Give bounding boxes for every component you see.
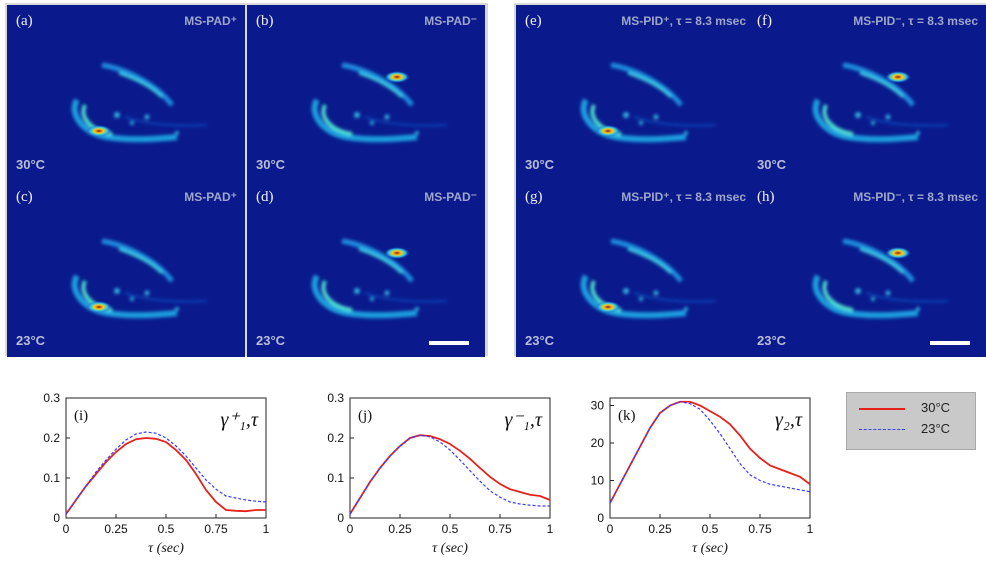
cell-image [812, 62, 949, 143]
panel-label: (b) [256, 13, 274, 29]
x-axis-label: τ (sec) [692, 541, 728, 556]
plot-k: 0 0.25 0.5 0.75 1 0 10 20 30 (k) γ₂,τ τ (sec) [556, 380, 826, 565]
x-tick-label: 0.25 [104, 522, 128, 536]
x-axis-label: τ (sec) [148, 541, 184, 556]
plot-symbol: γ⁻₁,τ [504, 409, 542, 431]
panel-title: MS-PAD⁺ [184, 14, 237, 28]
plot-symbol: γ⁺₁,τ [220, 409, 258, 431]
y-tick-label: 0 [597, 511, 604, 525]
y-tick-label: 0 [337, 511, 344, 525]
x-tick-label: 0.5 [702, 522, 719, 536]
legend-line-23c [859, 429, 905, 430]
cell-image [812, 238, 949, 319]
panel-title: MS-PAD⁺ [184, 190, 237, 204]
series-line-23c [609, 401, 811, 504]
legend-label: 23°C [921, 421, 951, 436]
image-panel: (c) MS-PAD⁺ 23°C [7, 181, 245, 357]
legend-line-30c [859, 408, 905, 410]
plot-j: 0 0.25 0.5 0.75 1 0 0.1 0.2 0.3 (j) γ⁻₁,τ τ (sec) [296, 380, 566, 565]
x-tick-label: 1 [263, 522, 270, 536]
legend-label: 30°C [921, 400, 951, 415]
cell-image [580, 62, 717, 143]
x-tick-label: 0 [63, 522, 70, 536]
cell-image [580, 238, 717, 319]
y-tick-label: 0.3 [327, 391, 344, 405]
legend: 30°C 23°C [846, 392, 976, 450]
plot-axes [349, 397, 551, 519]
cell-image [311, 238, 448, 319]
y-tick-label: 0.2 [327, 431, 344, 445]
panel-title: MS-PID⁻, τ = 8.3 msec [853, 14, 978, 28]
panel-label: (g) [525, 189, 543, 205]
image-panel: (f) MS-PID⁻, τ = 8.3 msec 30°C [748, 5, 986, 181]
plot-symbol: γ₂,τ [775, 409, 803, 431]
plot-panel-label: (k) [618, 408, 636, 424]
x-tick-label: 0 [347, 522, 354, 536]
image-panel: (e) MS-PID⁺, τ = 8.3 msec 30°C [516, 5, 754, 181]
panel-temperature: 23°C [16, 333, 46, 348]
series-line-23c [65, 431, 267, 515]
y-tick-label: 0.1 [43, 471, 60, 485]
scale-bar [429, 341, 469, 345]
cell-image [311, 62, 448, 143]
x-tick-label: 0.5 [442, 522, 459, 536]
y-tick-label: 0 [53, 511, 60, 525]
panel-temperature: 30°C [16, 157, 46, 172]
plot-axes [609, 397, 811, 519]
image-panel: (d) MS-PAD⁻ 23°C [247, 181, 485, 357]
panel-temperature: 30°C [757, 157, 787, 172]
y-tick-label: 0.2 [43, 431, 60, 445]
panel-title: MS-PID⁻, τ = 8.3 msec [853, 190, 978, 204]
plot-panel-label: (i) [74, 408, 88, 424]
panel-label: (h) [757, 189, 775, 205]
panel-label: (f) [757, 13, 772, 29]
panel-title: MS-PAD⁻ [424, 190, 477, 204]
x-tick-label: 0.75 [748, 522, 772, 536]
panel-temperature: 30°C [256, 157, 286, 172]
y-tick-label: 20 [591, 436, 605, 450]
cell-image [71, 238, 208, 319]
series-line-23c [349, 434, 550, 515]
panel-temperature: 23°C [525, 333, 555, 348]
y-tick-label: 30 [591, 399, 605, 413]
x-tick-label: 0.75 [204, 522, 228, 536]
x-tick-label: 1 [547, 522, 554, 536]
panel-temperature: 23°C [256, 333, 286, 348]
series-line-30c [65, 437, 266, 515]
image-panel: (h) MS-PID⁻, τ = 8.3 msec 23°C [748, 181, 986, 357]
x-tick-label: 0.5 [158, 522, 175, 536]
y-tick-label: 0.3 [43, 391, 60, 405]
panel-title: MS-PID⁺, τ = 8.3 msec [621, 14, 746, 28]
panel-title: MS-PAD⁻ [424, 14, 477, 28]
x-tick-label: 0 [607, 522, 614, 536]
plot-i: 0 0.25 0.5 0.75 1 0 0.1 0.2 0.3 (i) γ⁺₁,τ τ (sec) [12, 380, 282, 565]
image-panel: (b) MS-PAD⁻ 30°C [247, 5, 485, 181]
plot-panel-label: (j) [358, 408, 372, 424]
panel-temperature: 23°C [757, 333, 787, 348]
x-tick-label: 0.75 [488, 522, 512, 536]
panel-label: (c) [16, 189, 33, 205]
panel-temperature: 30°C [525, 157, 555, 172]
y-tick-label: 10 [591, 474, 605, 488]
x-tick-label: 0.25 [648, 522, 672, 536]
legend-entry: 23°C [847, 421, 975, 439]
scale-bar [930, 341, 970, 345]
image-panel: (g) MS-PID⁺, τ = 8.3 msec 23°C [516, 181, 754, 357]
panel-label: (a) [16, 13, 33, 29]
panel-title: MS-PID⁺, τ = 8.3 msec [621, 190, 746, 204]
panel-label: (d) [256, 189, 274, 205]
legend-entry: 30°C [847, 400, 975, 418]
panel-label: (e) [525, 13, 542, 29]
x-tick-label: 0.25 [388, 522, 412, 536]
x-axis-label: τ (sec) [432, 541, 468, 556]
cell-image [71, 62, 208, 143]
x-tick-label: 1 [807, 522, 814, 536]
image-panel: (a) MS-PAD⁺ 30°C [7, 5, 245, 181]
y-tick-label: 0.1 [327, 471, 344, 485]
